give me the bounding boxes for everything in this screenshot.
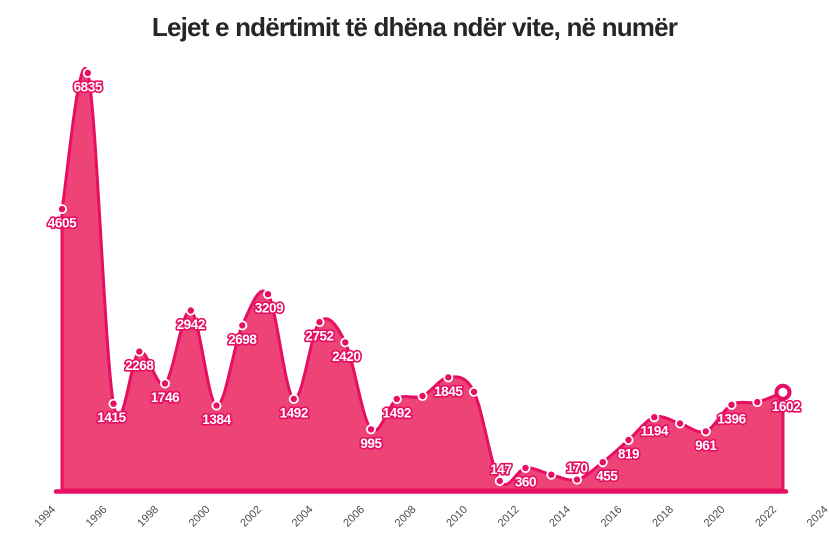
last-data-point-marker <box>774 383 792 401</box>
x-axis-tick-label: 2008 <box>393 504 419 530</box>
data-point-marker <box>288 393 299 404</box>
x-axis-tick-label: 1996 <box>84 504 110 530</box>
data-point-marker <box>520 462 531 473</box>
data-point-label: 1396 <box>717 411 746 426</box>
data-point-marker <box>391 393 402 404</box>
data-point-label: 2698 <box>228 332 257 347</box>
data-point-marker <box>57 204 68 215</box>
data-point-marker <box>417 390 428 401</box>
data-point-label: 1384 <box>202 412 231 427</box>
x-axis-tick-label: 2016 <box>599 504 625 530</box>
area-series <box>60 67 785 492</box>
data-point-label: 1602 <box>772 399 800 414</box>
x-axis-tick-label: 2010 <box>444 504 470 530</box>
data-point-label: 1746 <box>151 390 180 405</box>
x-axis-tick-label: 2024 <box>805 504 829 530</box>
data-point-marker <box>468 386 479 397</box>
x-axis-tick-label: 2022 <box>753 504 779 530</box>
data-point-label: 1845 <box>434 384 463 399</box>
x-axis-tick-label: 2020 <box>702 504 728 530</box>
data-point-marker <box>82 68 93 79</box>
data-point-label: 961 <box>695 438 717 453</box>
x-axis-tick-label: 2012 <box>496 504 522 530</box>
data-point-label: 2752 <box>305 329 333 344</box>
data-point-label: 147 <box>490 462 511 477</box>
data-point-label: 3209 <box>255 301 283 316</box>
data-point-label: 4605 <box>48 216 77 231</box>
data-point-marker <box>159 378 170 389</box>
data-point-marker <box>572 474 583 485</box>
x-axis-tick-label: 2014 <box>547 504 573 530</box>
data-point-label: 995 <box>360 436 382 451</box>
data-point-marker <box>752 397 763 408</box>
x-axis-tick-label: 2002 <box>238 504 264 530</box>
data-point-label: 455 <box>596 469 618 484</box>
data-point-label: 2268 <box>125 358 154 373</box>
data-point-marker <box>108 398 119 409</box>
x-axis-tick-label: 1994 <box>32 504 58 530</box>
data-point-marker <box>185 305 196 316</box>
data-point-label: 819 <box>618 447 639 462</box>
data-point-marker <box>340 337 351 348</box>
data-point-marker <box>262 289 273 300</box>
data-point-label: 360 <box>515 475 536 490</box>
data-point-label: 6835 <box>74 80 103 95</box>
data-point-marker <box>700 426 711 437</box>
data-point-marker <box>726 399 737 410</box>
data-point-marker <box>623 434 634 445</box>
x-axis-tick-label: 2000 <box>187 504 213 530</box>
data-point-label: 1492 <box>280 406 308 421</box>
x-axis-tick-label: 2018 <box>650 504 676 530</box>
data-point-marker <box>134 346 145 357</box>
data-point-label: 170 <box>566 461 587 476</box>
data-point-marker <box>675 418 686 429</box>
x-axis-tick-label: 2006 <box>341 504 367 530</box>
data-point-label: 1492 <box>383 406 411 421</box>
data-point-marker <box>443 372 454 383</box>
x-axis-tick-label: 2004 <box>290 504 316 530</box>
chart-title: Lejet e ndërtimit të dhëna ndër vite, në… <box>151 12 678 42</box>
data-point-label: 2942 <box>177 317 205 332</box>
data-point-marker <box>314 317 325 328</box>
data-point-marker <box>494 475 505 486</box>
data-point-marker <box>597 457 608 468</box>
x-axis-tick-label: 1998 <box>135 504 161 530</box>
data-point-marker <box>365 424 376 435</box>
data-point-label: 2420 <box>332 349 360 364</box>
data-point-marker <box>546 469 557 480</box>
data-point-marker <box>211 400 222 411</box>
data-point-label: 1415 <box>97 410 126 425</box>
data-point-label: 1194 <box>640 424 669 439</box>
data-point-marker <box>649 412 660 423</box>
data-point-marker <box>237 320 248 331</box>
